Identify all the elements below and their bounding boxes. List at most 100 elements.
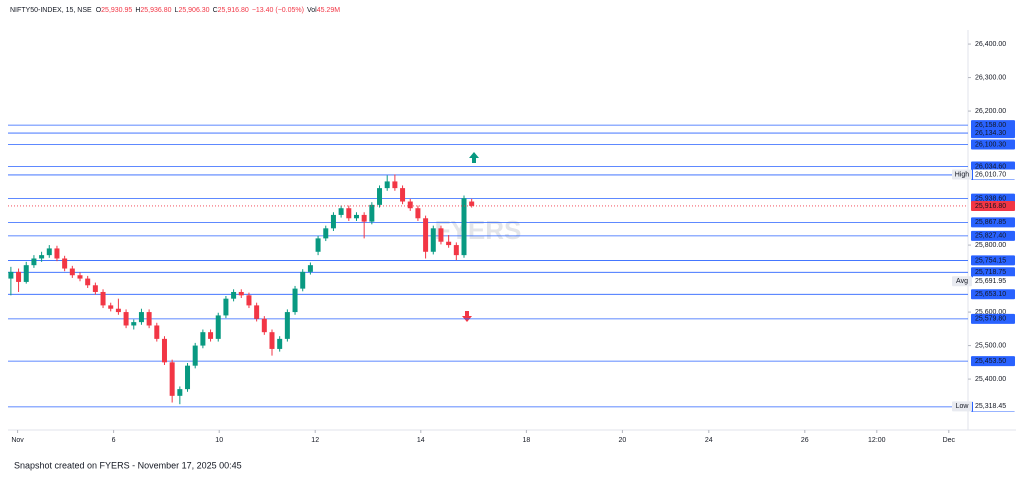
- candle-body: [208, 332, 214, 339]
- marker-name: Avg: [956, 278, 968, 285]
- legend-value: 45.29M: [317, 7, 341, 14]
- y-tick-label: 26,400.00: [975, 41, 1006, 48]
- marker-name-badge: [952, 276, 972, 287]
- candle-body: [138, 312, 144, 323]
- level-badge: [971, 255, 1015, 266]
- level-badge: [971, 128, 1015, 139]
- candle-body: [453, 245, 459, 256]
- level-label: 26,034.60: [975, 163, 1006, 170]
- legend-header: NIFTY50-INDEX, 15, NSE O25,930.95 H25,936.…: [10, 7, 340, 14]
- legend-key: Vol: [307, 7, 317, 14]
- candle-body: [23, 265, 29, 282]
- marker-value: 25,691.95: [975, 278, 1006, 285]
- y-tick-label: 25,500.00: [975, 342, 1006, 349]
- candle-body: [261, 318, 267, 333]
- candle-body: [323, 228, 329, 239]
- candle-body: [392, 181, 398, 189]
- level-label: 25,453.50: [975, 358, 1006, 365]
- candle-body: [330, 214, 336, 229]
- marker-name-badge: [952, 401, 972, 412]
- level-badge: [971, 289, 1015, 300]
- candle-body: [100, 291, 106, 306]
- candle-body: [192, 345, 198, 366]
- candle-body: [238, 291, 244, 296]
- candle-body: [338, 208, 344, 215]
- marker-value-badge: [973, 169, 1015, 180]
- candle-body: [292, 288, 298, 313]
- legend-value: 25,906.30: [178, 7, 209, 14]
- candle-body: [161, 338, 167, 363]
- candle-body: [177, 389, 183, 396]
- candle-body: [54, 248, 60, 259]
- candle-body: [131, 322, 137, 326]
- candle-body: [62, 258, 68, 269]
- candle-body: [8, 271, 14, 279]
- candle-body: [123, 312, 129, 326]
- level-label: 25,653.10: [975, 291, 1006, 298]
- watermark: FYERS: [435, 215, 522, 245]
- level-badge: [971, 313, 1015, 324]
- candle-body: [438, 228, 444, 242]
- level-label: 26,158.00: [975, 122, 1006, 129]
- candle-body: [284, 312, 290, 339]
- legend-key: O: [96, 7, 102, 14]
- candle-body: [346, 208, 352, 219]
- candle-body: [16, 271, 22, 282]
- legend-value: 25,936.80: [140, 7, 171, 14]
- candle-body: [277, 338, 283, 349]
- symbol: NIFTY50-INDEX, 15, NSE: [10, 7, 92, 14]
- candle-body: [169, 362, 175, 396]
- marker-value-badge: [973, 276, 1015, 287]
- candle-body: [77, 275, 83, 279]
- down-arrow: [462, 311, 472, 322]
- candle-body: [146, 312, 152, 326]
- candle-body: [430, 228, 436, 252]
- x-tick-label: 20: [619, 437, 627, 444]
- y-tick-label: 26,300.00: [975, 74, 1006, 81]
- candle-body: [69, 268, 75, 276]
- candle-body: [154, 325, 160, 339]
- marker-value: 26,010.70: [975, 171, 1006, 178]
- candle-body: [254, 305, 260, 319]
- level-label: 25,579.80: [975, 316, 1006, 323]
- level-badge: [971, 356, 1015, 367]
- candle-body: [31, 258, 37, 266]
- candle-body: [315, 238, 321, 252]
- candle-body: [85, 278, 91, 286]
- candle-body: [185, 365, 191, 390]
- x-tick-label: 12:00: [868, 437, 886, 444]
- candle-body: [231, 291, 237, 299]
- x-tick-label: Dec: [943, 437, 956, 444]
- level-badge: [971, 120, 1015, 131]
- x-tick-label: 12: [311, 437, 319, 444]
- level-label: 26,100.30: [975, 141, 1006, 148]
- y-tick-label: 25,400.00: [975, 376, 1006, 383]
- legend-value: −13.40 (−0.05%): [252, 7, 304, 14]
- level-badge: [971, 267, 1015, 278]
- candle-body: [307, 265, 313, 272]
- legend-key: C: [213, 7, 218, 14]
- candle-body: [108, 305, 114, 309]
- level-badge: [971, 217, 1015, 228]
- candle-body: [269, 332, 275, 349]
- x-tick-label: 14: [417, 437, 425, 444]
- level-badge: [971, 161, 1015, 172]
- marker-name: Low: [956, 403, 970, 410]
- last-price-badge: [971, 200, 1015, 211]
- legend-value: 25,930.95: [101, 7, 132, 14]
- legend-key: L: [175, 7, 179, 14]
- candle-body: [300, 271, 306, 289]
- marker-value: 25,318.45: [975, 403, 1006, 410]
- marker-name: High: [955, 171, 970, 178]
- x-tick-label: 6: [112, 437, 116, 444]
- candle-body: [246, 295, 252, 306]
- up-arrow: [469, 152, 479, 163]
- candle-body: [115, 308, 121, 313]
- candle-body: [223, 298, 229, 316]
- candle-body: [446, 241, 452, 246]
- candle-body: [361, 214, 367, 222]
- x-tick-label: 18: [523, 437, 531, 444]
- candle-body: [469, 201, 475, 206]
- level-badge: [971, 139, 1015, 150]
